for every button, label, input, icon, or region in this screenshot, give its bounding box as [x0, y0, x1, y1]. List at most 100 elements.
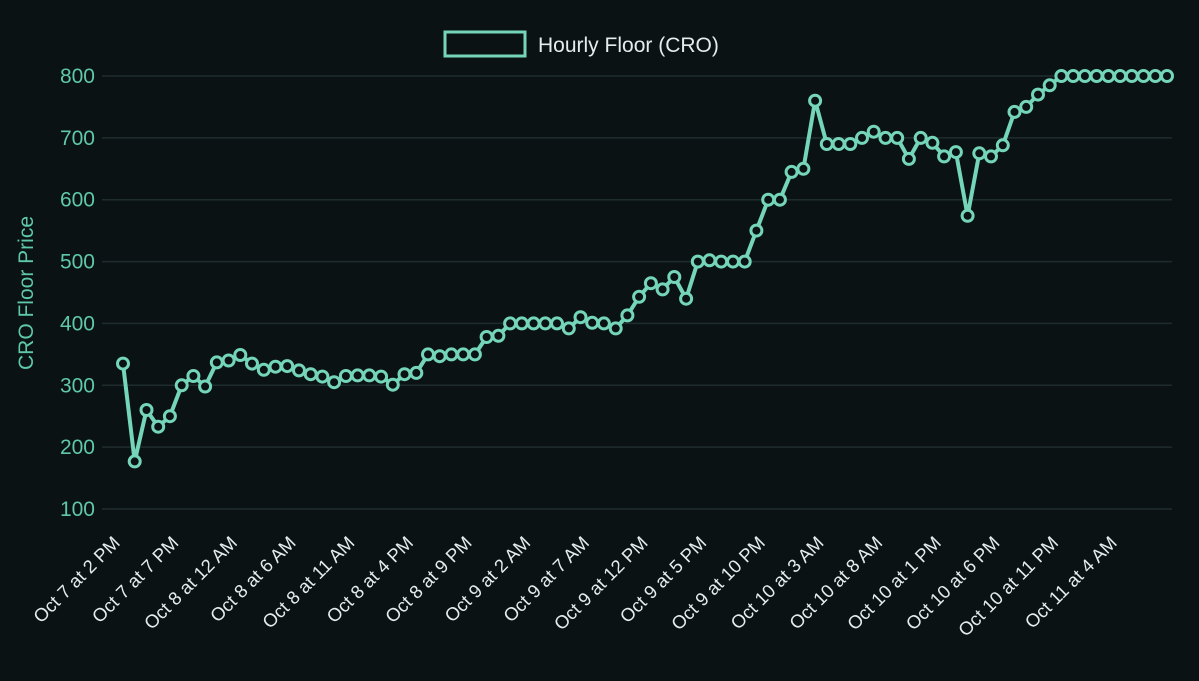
data-point	[1089, 69, 1104, 83]
data-point	[1101, 69, 1116, 83]
data-point	[784, 164, 799, 179]
data-point	[327, 375, 342, 390]
data-point	[913, 130, 928, 145]
data-point	[878, 130, 893, 145]
data-point	[726, 254, 740, 269]
y-tick-label: 100	[60, 498, 95, 521]
data-point	[866, 124, 881, 139]
data-point	[995, 138, 1010, 153]
data-point	[819, 137, 834, 151]
data-point	[1160, 69, 1174, 83]
x-tick-label: Oct 10 at 11 PM	[954, 532, 1062, 640]
data-point	[256, 362, 271, 377]
data-point	[409, 365, 424, 380]
legend-label: Hourly Floor (CRO)	[538, 34, 719, 57]
data-point	[116, 356, 130, 371]
data-point	[397, 367, 412, 382]
data-point	[338, 369, 353, 383]
data-point	[526, 316, 541, 331]
data-point	[749, 223, 764, 238]
data-point	[972, 146, 987, 161]
data-point	[268, 359, 283, 374]
data-point	[514, 316, 529, 331]
data-point	[245, 356, 259, 371]
data-point	[667, 270, 682, 284]
data-point	[1054, 69, 1069, 83]
data-point	[162, 409, 177, 424]
data-point	[561, 321, 576, 336]
data-point	[948, 145, 963, 160]
data-point	[491, 328, 506, 343]
data-point	[432, 349, 447, 364]
data-point	[679, 291, 694, 306]
data-point	[596, 316, 611, 331]
data-point	[620, 308, 635, 323]
data-point	[174, 378, 189, 393]
data-point	[1019, 99, 1034, 114]
data-point	[186, 369, 201, 383]
data-point	[831, 137, 846, 151]
data-point	[1031, 87, 1045, 102]
data-point	[444, 347, 459, 362]
y-tick-label: 300	[60, 374, 95, 397]
data-point	[374, 369, 389, 384]
data-point	[139, 403, 154, 417]
y-tick-label: 800	[60, 65, 95, 88]
data-point	[1113, 69, 1128, 83]
data-point	[209, 355, 224, 370]
data-point	[221, 353, 236, 368]
data-point	[796, 161, 811, 176]
data-point	[890, 130, 905, 145]
data-point	[808, 93, 823, 108]
data-point	[843, 137, 858, 151]
y-tick-label: 400	[60, 312, 95, 335]
data-point	[503, 316, 518, 331]
data-point	[855, 130, 869, 145]
data-point	[1136, 69, 1151, 83]
data-point	[702, 253, 717, 268]
y-tick-label: 600	[60, 189, 95, 212]
data-point	[655, 282, 670, 297]
data-point	[1077, 69, 1092, 83]
data-point	[280, 359, 295, 374]
data-point	[901, 151, 916, 166]
data-point	[479, 330, 494, 344]
data-point	[538, 316, 553, 331]
data-point	[292, 363, 306, 378]
data-point	[198, 379, 213, 394]
series-layer	[116, 69, 1174, 469]
data-point	[456, 347, 471, 362]
legend[interactable]: Hourly Floor (CRO)	[443, 30, 719, 58]
data-point	[937, 149, 952, 164]
data-point	[151, 419, 166, 434]
data-point	[303, 367, 318, 382]
data-point	[550, 316, 564, 331]
data-point	[1066, 69, 1081, 83]
data-point	[960, 208, 975, 223]
data-point	[714, 254, 729, 269]
data-point	[385, 377, 400, 392]
data-point	[315, 369, 330, 384]
data-point	[984, 149, 998, 164]
data-point	[573, 310, 588, 325]
data-point	[233, 348, 248, 362]
data-point	[127, 454, 142, 469]
grid	[102, 75, 1172, 510]
data-point	[632, 289, 647, 304]
data-point	[350, 368, 365, 383]
legend-swatch	[443, 30, 527, 58]
data-point	[925, 135, 940, 150]
data-point	[467, 347, 482, 362]
series-line	[121, 74, 1169, 464]
y-tick-label: 200	[60, 436, 95, 459]
y-axis: 100 200 300 400 500 600 700 800	[60, 65, 95, 521]
data-point	[1042, 78, 1057, 93]
data-point	[761, 192, 776, 207]
data-point	[690, 254, 705, 269]
data-point	[421, 347, 435, 362]
data-point	[585, 315, 600, 330]
data-point	[643, 276, 658, 291]
